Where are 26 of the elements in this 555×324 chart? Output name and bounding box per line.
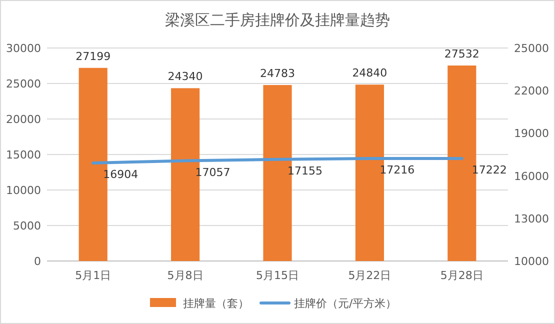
x-tick-label: 5月22日 — [348, 269, 392, 282]
y-tick-label: 25000 — [6, 78, 41, 90]
chart-title: 梁溪区二手房挂牌价及挂牌量趋势 — [165, 11, 390, 29]
data-label: 27532 — [444, 48, 480, 61]
y2-tick-label: 22000 — [514, 84, 549, 98]
y2-tick-label: 13000 — [514, 212, 549, 226]
data-label: 24840 — [352, 66, 388, 80]
x-tick-label: 5月28日 — [440, 269, 484, 282]
y-tick-label: 0 — [34, 255, 41, 268]
x-tick-label: 5月1日 — [75, 269, 112, 282]
y2-tick-label: 19000 — [514, 127, 549, 140]
y2-tick-label: 10000 — [514, 255, 549, 268]
legend-label: 挂牌价（元/平方米） — [294, 297, 397, 310]
y-tick-label: 10000 — [6, 184, 41, 197]
y2-tick-label: 16000 — [514, 170, 549, 183]
y-tick-label: 30000 — [6, 42, 41, 55]
data-label: 27199 — [76, 50, 111, 63]
x-tick-label: 5月15日 — [256, 269, 299, 282]
y2-tick-label: 25000 — [514, 42, 549, 55]
y-tick-label: 15000 — [6, 148, 41, 162]
x-tick-label: 5月8日 — [167, 269, 204, 282]
data-label: 24783 — [260, 67, 295, 80]
y-tick-label: 5000 — [13, 220, 41, 232]
y-tick-label: 20000 — [6, 113, 41, 126]
data-label: 24340 — [168, 70, 203, 84]
legend-label: 挂牌量（套） — [183, 297, 249, 310]
